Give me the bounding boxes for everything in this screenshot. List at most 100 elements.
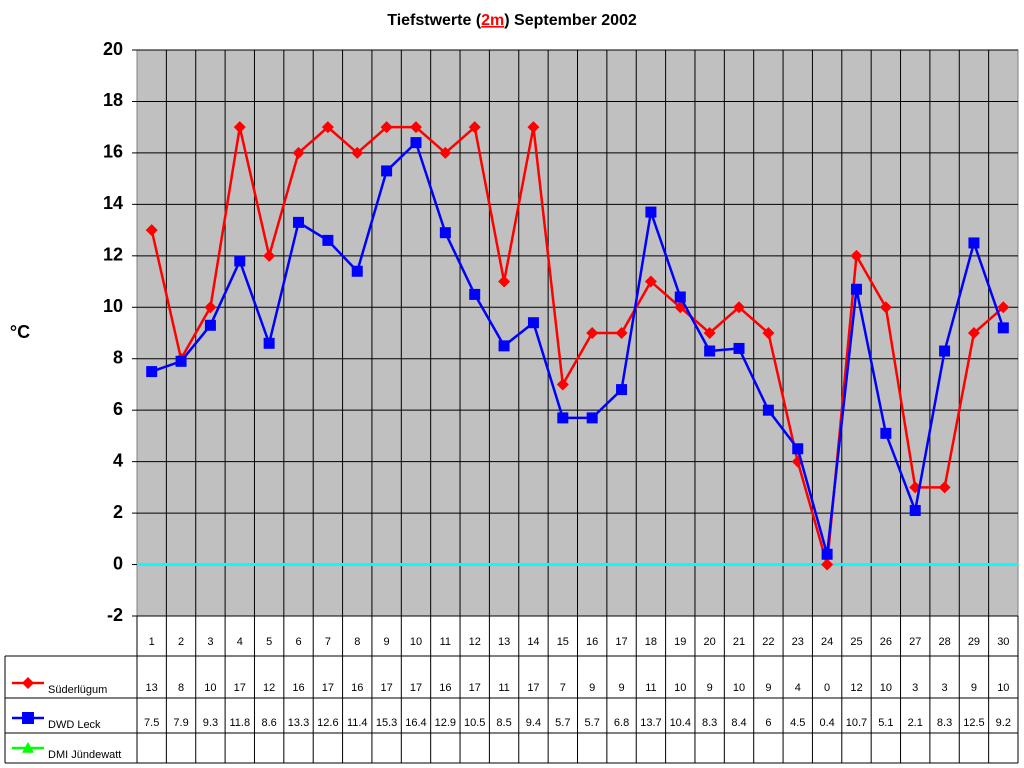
marker xyxy=(909,505,921,517)
y-tick-label: -2 xyxy=(107,605,123,625)
y-tick-label: 6 xyxy=(113,399,123,419)
table-value: 7 xyxy=(560,682,566,694)
table-value: 12 xyxy=(850,682,862,694)
marker xyxy=(850,249,863,262)
y-tick-label: 14 xyxy=(103,193,123,213)
x-tick-label: 23 xyxy=(792,636,804,648)
table-value: 6 xyxy=(765,717,771,729)
marker xyxy=(234,255,246,267)
marker xyxy=(762,404,774,416)
table-value: 8 xyxy=(178,682,184,694)
x-tick-label: 18 xyxy=(645,636,657,648)
x-tick-label: 5 xyxy=(266,636,272,648)
marker xyxy=(204,301,217,314)
marker xyxy=(22,677,34,689)
table-value: 16 xyxy=(351,682,363,694)
table-value: 10.5 xyxy=(464,717,485,729)
table-value: 8.5 xyxy=(496,717,511,729)
y-tick-label: 4 xyxy=(113,450,123,470)
marker xyxy=(967,327,980,339)
table-value: 11.8 xyxy=(229,717,250,729)
table-value: 12.9 xyxy=(435,717,456,729)
x-tick-label: 3 xyxy=(207,636,213,648)
table-value: 9 xyxy=(707,682,713,694)
marker xyxy=(792,443,804,455)
table-value: 3 xyxy=(942,682,948,694)
x-tick-label: 28 xyxy=(938,636,950,648)
table-value: 5.7 xyxy=(555,717,570,729)
y-tick-label: 20 xyxy=(103,39,123,59)
marker xyxy=(586,327,599,339)
marker xyxy=(733,342,745,354)
table-value: 10.4 xyxy=(670,717,691,729)
series-line xyxy=(151,140,1005,555)
x-tick-label: 8 xyxy=(354,636,360,648)
marker xyxy=(556,378,569,391)
marker xyxy=(263,337,275,349)
table-value: 0 xyxy=(824,682,830,694)
marker xyxy=(498,340,510,352)
table-value: 10.7 xyxy=(846,717,867,729)
table-value: 16 xyxy=(292,682,304,694)
marker xyxy=(22,742,34,753)
table-value: 10 xyxy=(997,682,1009,694)
table-value: 11 xyxy=(498,682,509,694)
table-value: 10 xyxy=(733,682,745,694)
marker xyxy=(586,412,598,424)
marker xyxy=(703,327,716,339)
marker xyxy=(469,288,481,300)
marker xyxy=(938,481,951,494)
table-value: 15.3 xyxy=(376,717,397,729)
table-value: 12.6 xyxy=(317,717,338,729)
y-axis-label: °C xyxy=(10,322,30,342)
table-value: 8.4 xyxy=(731,717,746,729)
marker xyxy=(762,327,775,339)
y-tick-label: 12 xyxy=(103,245,123,265)
table-value: 11 xyxy=(645,682,656,694)
x-tick-label: 25 xyxy=(850,636,862,648)
y-tick-label: 18 xyxy=(103,90,123,110)
x-tick-label: 2 xyxy=(178,636,184,648)
table-value: 17 xyxy=(380,682,392,694)
x-tick-label: 4 xyxy=(237,636,243,648)
x-tick-label: 10 xyxy=(410,636,422,648)
chart-title: Tiefstwerte (2m) September 2002 xyxy=(387,12,637,29)
table-value: 7.9 xyxy=(173,717,188,729)
y-tick-label: 8 xyxy=(113,347,123,367)
marker xyxy=(22,712,34,724)
table-value: 9 xyxy=(765,682,771,694)
marker xyxy=(263,249,276,262)
x-tick-label: 6 xyxy=(295,636,301,648)
marker xyxy=(939,345,951,357)
x-tick-label: 24 xyxy=(821,636,833,648)
x-tick-label: 19 xyxy=(674,636,686,648)
table-value: 4.5 xyxy=(790,717,805,729)
marker xyxy=(850,283,862,295)
table-value: 9.3 xyxy=(203,717,218,729)
marker xyxy=(146,366,158,378)
marker xyxy=(292,146,305,159)
marker xyxy=(351,146,364,159)
table-value: 8.3 xyxy=(937,717,952,729)
marker xyxy=(557,412,569,424)
table-value: 16 xyxy=(439,682,451,694)
table-value: 11.4 xyxy=(347,717,368,729)
marker xyxy=(644,275,657,288)
x-tick-label: 17 xyxy=(615,636,627,648)
x-tick-label: 7 xyxy=(325,636,331,648)
marker xyxy=(997,301,1010,314)
table-value: 13.3 xyxy=(288,717,309,729)
y-tick-label: 10 xyxy=(103,296,123,316)
marker xyxy=(409,121,422,134)
marker xyxy=(380,121,393,134)
table-value: 8.3 xyxy=(702,717,717,729)
marker xyxy=(997,322,1009,334)
marker xyxy=(381,165,393,177)
marker xyxy=(410,137,422,149)
table-value: 12 xyxy=(263,682,275,694)
table-value: 17 xyxy=(234,682,246,694)
marker xyxy=(616,384,628,396)
x-tick-label: 27 xyxy=(909,636,921,648)
table-value: 10 xyxy=(204,682,216,694)
